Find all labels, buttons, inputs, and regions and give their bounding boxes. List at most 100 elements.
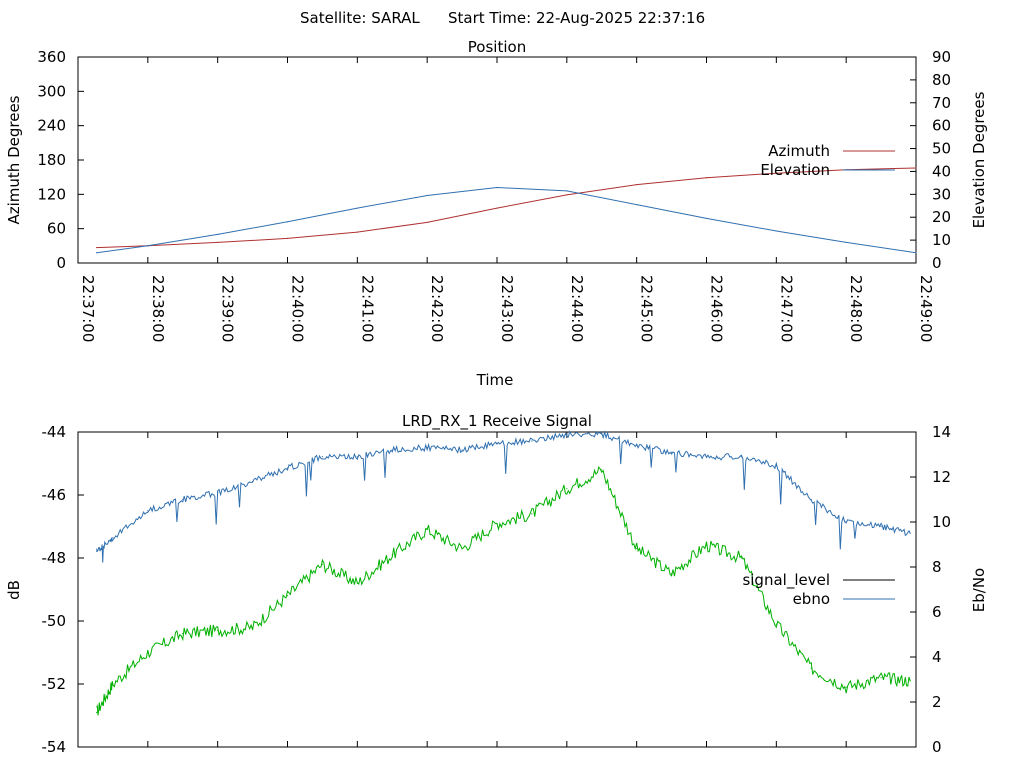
receive-signal-chart: LRD_RX_1 Receive Signal dB Eb/No -54 -52 -… bbox=[5, 412, 988, 756]
left-tick-label: 300 bbox=[37, 82, 66, 100]
data-point-ebno bbox=[286, 467, 289, 469]
data-point-ebno bbox=[147, 510, 149, 512]
data-point-signal-level bbox=[531, 513, 533, 515]
right-tick-label: 4 bbox=[932, 648, 942, 666]
data-point-ebno bbox=[845, 521, 847, 523]
left-tick-label: -48 bbox=[42, 549, 67, 567]
data-point-azimuth bbox=[217, 241, 219, 243]
data-point-azimuth bbox=[96, 246, 98, 249]
data-point-signal-level bbox=[461, 547, 463, 550]
data-point-ebno bbox=[566, 433, 568, 435]
data-point-ebno bbox=[531, 440, 533, 442]
data-point-signal-level bbox=[845, 686, 847, 688]
signal-chart-title: LRD_RX_1 Receive Signal bbox=[402, 412, 592, 431]
right-tick-label: 12 bbox=[932, 468, 951, 486]
x-tick-label: 22:41:00 bbox=[358, 275, 376, 342]
data-point-ebno bbox=[670, 451, 673, 453]
left-tick-label: 240 bbox=[37, 117, 66, 135]
data-point-elevation bbox=[96, 252, 98, 254]
data-point-azimuth bbox=[286, 237, 289, 239]
left-tick-label: -54 bbox=[42, 738, 67, 756]
data-point-azimuth bbox=[705, 177, 708, 179]
right-tick-label: 2 bbox=[932, 693, 942, 711]
x-tick-label: 22:40:00 bbox=[289, 275, 307, 342]
data-point-ebno bbox=[880, 525, 882, 528]
data-point-elevation bbox=[426, 194, 428, 197]
signal-legend: signal_level ebno bbox=[742, 571, 895, 608]
data-point-ebno bbox=[356, 456, 358, 458]
data-point-signal-level bbox=[251, 626, 254, 628]
data-point-signal-level bbox=[740, 557, 743, 559]
right-tick-label: 10 bbox=[932, 513, 951, 531]
data-point-elevation bbox=[286, 221, 289, 223]
data-point-ebno bbox=[391, 449, 393, 451]
position-chart-title: Position bbox=[468, 38, 526, 56]
x-tick-label: 22:47:00 bbox=[777, 275, 795, 342]
right-tick-label: 70 bbox=[932, 94, 951, 112]
data-point-azimuth bbox=[566, 194, 568, 196]
right-tick-label: 8 bbox=[932, 558, 942, 576]
right-tick-label: 60 bbox=[932, 117, 951, 135]
data-point-signal-level bbox=[705, 544, 708, 547]
x-tick-label: 22:48:00 bbox=[847, 275, 865, 342]
right-tick-label: 0 bbox=[932, 738, 942, 756]
data-point-ebno bbox=[251, 480, 254, 483]
legend-elevation-label: Elevation bbox=[760, 161, 830, 179]
left-tick-label: 360 bbox=[37, 48, 66, 66]
right-tick-label: 14 bbox=[932, 423, 951, 441]
data-point-signal-level bbox=[810, 667, 812, 669]
data-point-azimuth bbox=[496, 207, 498, 209]
db-axis-label: dB bbox=[5, 580, 23, 600]
left-tick-label: 60 bbox=[47, 220, 66, 238]
legend-azimuth-label: Azimuth bbox=[768, 142, 830, 160]
data-point-elevation bbox=[915, 252, 917, 254]
left-tick-label: 120 bbox=[37, 185, 66, 203]
data-point-azimuth bbox=[775, 172, 777, 174]
data-point-ebno bbox=[775, 465, 777, 467]
data-point-ebno bbox=[810, 498, 812, 501]
data-point-signal-level bbox=[321, 563, 324, 565]
data-point-elevation bbox=[496, 186, 498, 189]
position-legend: Azimuth Elevation bbox=[760, 142, 895, 179]
left-tick-label: -52 bbox=[42, 675, 67, 693]
data-point-signal-level bbox=[909, 680, 911, 682]
series-line-signal-level bbox=[96, 465, 911, 716]
right-tick-label: 50 bbox=[932, 140, 951, 158]
data-point-elevation bbox=[845, 241, 847, 243]
x-tick-label: 22:39:00 bbox=[219, 275, 237, 342]
data-point-elevation bbox=[356, 207, 358, 209]
data-point-signal-level bbox=[636, 547, 638, 550]
x-tick-label: 22:42:00 bbox=[428, 275, 446, 342]
signal-plot-frame bbox=[77, 431, 917, 748]
data-point-ebno bbox=[705, 456, 708, 458]
data-point-elevation bbox=[775, 230, 777, 232]
data-point-signal-level bbox=[182, 633, 184, 635]
start-time-label: Start Time: 22-Aug-2025 22:37:16 bbox=[448, 9, 705, 27]
right-tick-label: 0 bbox=[932, 254, 942, 272]
right-tick-label: 40 bbox=[932, 162, 951, 180]
data-point-ebno bbox=[112, 537, 114, 539]
series-line-ebno bbox=[96, 430, 911, 563]
data-point-signal-level bbox=[670, 573, 673, 575]
data-point-ebno bbox=[909, 532, 911, 534]
data-point-azimuth bbox=[356, 231, 358, 233]
data-point-signal-level bbox=[147, 651, 149, 654]
left-tick-label: -44 bbox=[42, 423, 67, 441]
data-point-elevation bbox=[217, 233, 219, 235]
data-point-ebno bbox=[182, 498, 184, 501]
data-point-signal-level bbox=[286, 595, 289, 597]
right-tick-label: 20 bbox=[932, 208, 951, 226]
satellite-label: Satellite: SARAL bbox=[300, 9, 420, 27]
data-point-signal-level bbox=[601, 469, 603, 471]
data-point-ebno bbox=[636, 444, 638, 447]
right-tick-label: 30 bbox=[932, 185, 951, 203]
data-point-elevation bbox=[147, 245, 149, 247]
x-tick-label: 22:49:00 bbox=[917, 275, 935, 342]
x-tick-label: 22:38:00 bbox=[149, 275, 167, 342]
data-point-signal-level bbox=[391, 554, 393, 556]
data-point-ebno bbox=[217, 492, 219, 494]
position-plot-frame bbox=[77, 56, 917, 264]
legend-ebno-label: ebno bbox=[793, 590, 830, 608]
data-point-ebno bbox=[426, 447, 428, 449]
